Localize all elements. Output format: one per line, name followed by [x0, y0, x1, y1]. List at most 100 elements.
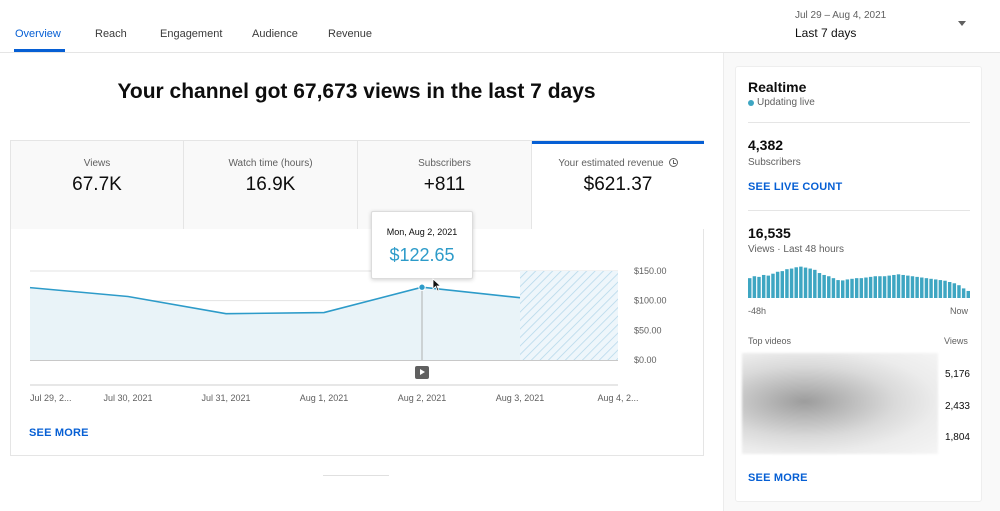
realtime-bar [947, 282, 952, 298]
realtime-bar [822, 274, 826, 298]
realtime-bar [845, 279, 850, 298]
realtime-bar [789, 268, 794, 298]
realtime-bar [757, 276, 761, 298]
metric-label: Views [83, 158, 111, 169]
views-count: 16,535 [748, 225, 791, 241]
realtime-bar [752, 276, 757, 298]
realtime-bar [827, 276, 831, 298]
realtime-title: Realtime [748, 79, 807, 95]
realtime-bar [887, 275, 891, 298]
video-view-count: 5,176 [944, 369, 970, 380]
realtime-bar [766, 275, 771, 298]
tooltip-date: Mon, Aug 2, 2021 [386, 227, 458, 237]
tab-overview[interactable]: Overview [15, 28, 61, 40]
realtime-bar [854, 278, 859, 298]
video-view-count: 2,433 [944, 401, 970, 412]
realtime-bar [859, 278, 864, 298]
play-icon[interactable] [415, 366, 429, 379]
realtime-bar [957, 285, 961, 298]
metric-tab-views[interactable]: Views 67.7K [11, 141, 184, 229]
realtime-bar [961, 288, 966, 298]
bar-axis-start: -48h [748, 306, 767, 316]
realtime-views-bar-chart [748, 266, 970, 298]
realtime-bar [910, 276, 915, 298]
divider [748, 210, 970, 211]
tab-audience[interactable]: Audience [252, 28, 298, 40]
realtime-bar [878, 276, 882, 298]
realtime-bar [966, 290, 970, 298]
metric-label: Your estimated revenue [532, 158, 704, 169]
realtime-bar [775, 271, 780, 298]
realtime-bar [836, 280, 840, 298]
realtime-bar [929, 278, 933, 298]
bar-axis-end: Now [950, 306, 969, 316]
realtime-bar [803, 267, 808, 298]
realtime-bar [841, 280, 845, 298]
realtime-bar [850, 278, 854, 298]
realtime-bar [771, 273, 775, 298]
see-live-count-link[interactable]: SEE LIVE COUNT [748, 181, 843, 193]
overview-card: Views 67.7K Watch time (hours) 16.9K Sub… [10, 140, 704, 456]
realtime-bar [817, 273, 822, 298]
metric-tab-revenue[interactable]: Your estimated revenue $621.37 [532, 141, 704, 229]
realtime-bar [892, 274, 896, 298]
tab-reach[interactable]: Reach [95, 28, 127, 40]
divider [323, 475, 389, 476]
realtime-bar [808, 268, 812, 298]
realtime-bar [868, 276, 873, 298]
metric-value: 16.9K [245, 174, 296, 195]
video-view-count: 1,804 [944, 432, 970, 443]
realtime-bar [901, 274, 905, 298]
live-dot-icon [748, 100, 754, 106]
realtime-bar [920, 277, 924, 298]
realtime-bar [761, 274, 766, 298]
realtime-bar [864, 277, 868, 298]
realtime-bar [934, 279, 938, 298]
metric-label: Watch time (hours) [228, 158, 313, 169]
realtime-bar [799, 266, 803, 298]
page-headline: Your channel got 67,673 views in the las… [117, 80, 596, 103]
top-tab-bar: Overview Reach Engagement Audience Reven… [0, 0, 1000, 53]
realtime-bar [794, 267, 798, 298]
metric-tab-watch-time[interactable]: Watch time (hours) 16.9K [184, 141, 358, 229]
realtime-bar [915, 276, 919, 298]
active-tab-indicator [14, 49, 65, 52]
realtime-bar [906, 275, 910, 298]
date-range-label: Last 7 days [795, 26, 857, 40]
top-videos-thumbnails[interactable] [742, 353, 938, 454]
subscriber-label: Subscribers [748, 157, 801, 168]
realtime-bar [831, 278, 836, 298]
tooltip-value: $122.65 [389, 245, 455, 265]
realtime-bar [873, 276, 877, 298]
metric-label: Subscribers [418, 158, 471, 169]
top-videos-header: Top videos [748, 336, 792, 346]
views-column-header: Views [944, 336, 968, 346]
metric-value: +811 [423, 174, 466, 195]
tab-revenue[interactable]: Revenue [328, 28, 373, 40]
dropdown-caret-icon[interactable] [958, 21, 966, 26]
clock-icon [668, 158, 678, 167]
date-range-dates: Jul 29 – Aug 4, 2021 [795, 10, 887, 21]
realtime-bar [952, 283, 957, 298]
realtime-bar [943, 280, 947, 298]
realtime-bar [813, 269, 817, 298]
realtime-bar [780, 271, 784, 298]
realtime-bar [882, 276, 887, 298]
realtime-status: Updating live [757, 97, 815, 108]
realtime-bar [938, 280, 943, 298]
metric-value: $621.37 [583, 174, 653, 195]
tab-engagement[interactable]: Engagement [160, 28, 223, 40]
realtime-bar [785, 269, 789, 298]
realtime-bar [924, 278, 929, 298]
realtime-bar [896, 274, 901, 298]
realtime-see-more-button[interactable]: SEE MORE [748, 472, 808, 484]
divider [748, 122, 970, 123]
realtime-bar [748, 278, 752, 298]
metric-label-text: Your estimated revenue [558, 158, 664, 169]
subscriber-count: 4,382 [748, 137, 784, 153]
mouse-cursor-icon [432, 278, 442, 292]
date-range-picker[interactable]: Jul 29 – Aug 4, 2021 Last 7 days [795, 10, 886, 40]
see-more-button[interactable]: SEE MORE [29, 427, 89, 439]
metric-value: 67.7K [72, 174, 122, 195]
chart-tooltip: Mon, Aug 2, 2021 $122.65 [371, 211, 473, 279]
